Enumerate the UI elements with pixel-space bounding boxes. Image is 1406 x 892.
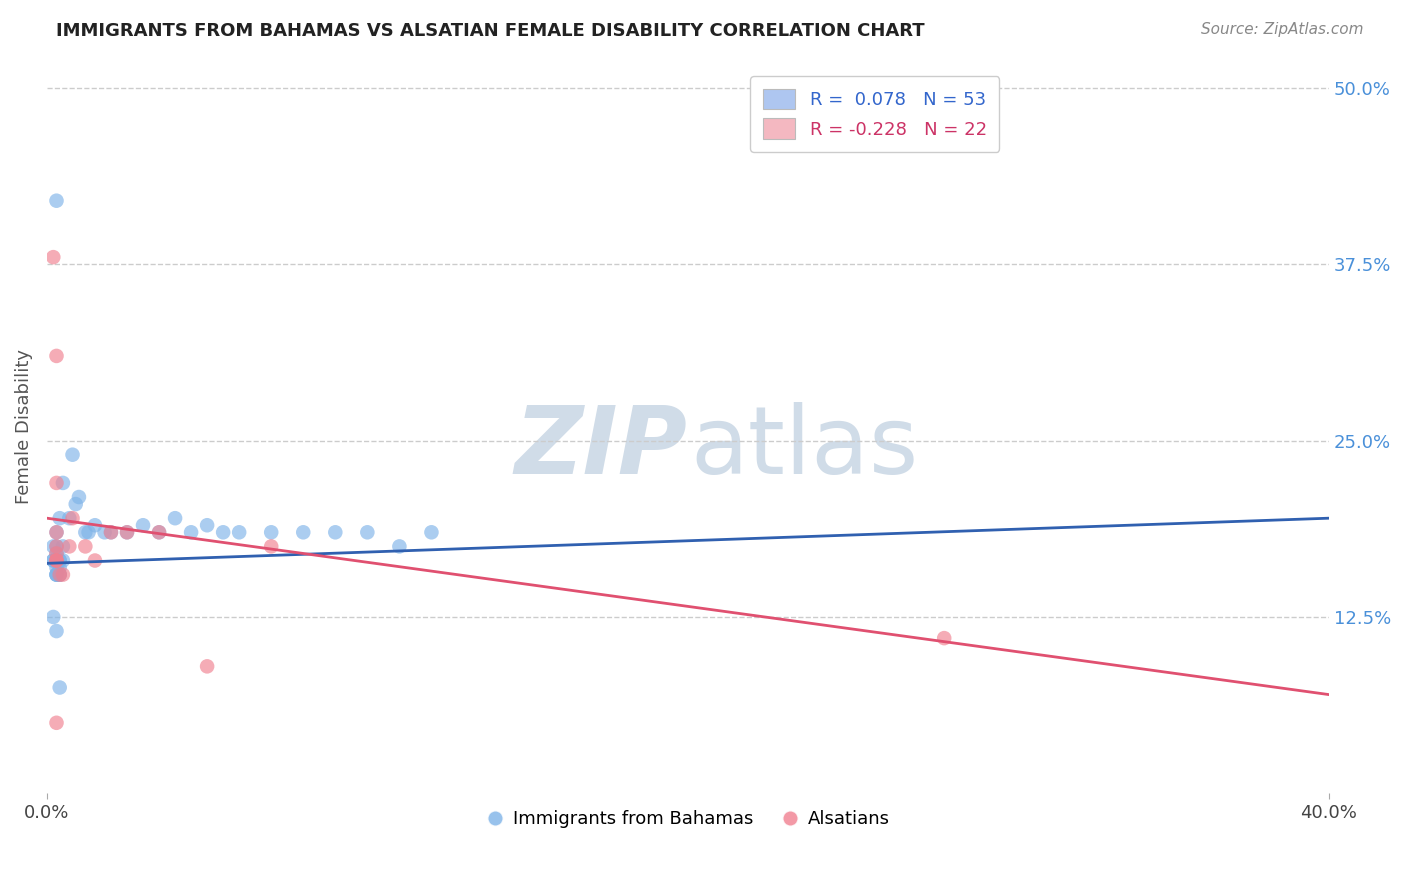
Point <box>52 553 75 567</box>
Point <box>45 553 67 567</box>
Point <box>42 540 65 554</box>
Point <box>45 567 67 582</box>
Point <box>260 540 283 554</box>
Point <box>212 525 235 540</box>
Point <box>52 567 75 582</box>
Point <box>45 540 67 554</box>
Point <box>62 511 84 525</box>
Point <box>115 525 138 540</box>
Legend: Immigrants from Bahamas, Alsatians: Immigrants from Bahamas, Alsatians <box>479 803 897 836</box>
Text: atlas: atlas <box>690 402 918 494</box>
Point <box>45 553 67 567</box>
Point <box>42 610 65 624</box>
Point <box>115 525 138 540</box>
Text: ZIP: ZIP <box>515 402 688 494</box>
Point <box>45 624 67 638</box>
Point <box>48 567 70 582</box>
Point <box>100 525 122 540</box>
Point <box>45 715 67 730</box>
Point <box>45 560 67 574</box>
Point <box>75 540 97 554</box>
Point <box>45 553 67 567</box>
Point <box>228 525 250 540</box>
Point <box>48 681 70 695</box>
Point <box>45 525 67 540</box>
Point <box>77 525 100 540</box>
Point <box>45 553 67 567</box>
Point <box>58 511 80 525</box>
Point <box>100 525 122 540</box>
Point <box>48 553 70 567</box>
Point <box>42 250 65 264</box>
Point <box>48 511 70 525</box>
Point <box>45 567 67 582</box>
Point <box>420 525 443 540</box>
Point <box>180 525 202 540</box>
Point <box>165 511 187 525</box>
Point <box>48 560 70 574</box>
Text: IMMIGRANTS FROM BAHAMAS VS ALSATIAN FEMALE DISABILITY CORRELATION CHART: IMMIGRANTS FROM BAHAMAS VS ALSATIAN FEMA… <box>56 22 925 40</box>
Point <box>45 540 67 554</box>
Text: Source: ZipAtlas.com: Source: ZipAtlas.com <box>1201 22 1364 37</box>
Point <box>84 518 107 533</box>
Point <box>45 553 67 567</box>
Point <box>45 475 67 490</box>
Point <box>45 553 67 567</box>
Point <box>65 497 87 511</box>
Point <box>260 525 283 540</box>
Point <box>195 518 218 533</box>
Point <box>388 540 411 554</box>
Point <box>42 553 65 567</box>
Point <box>52 540 75 554</box>
Point <box>45 553 67 567</box>
Point <box>48 567 70 582</box>
Point <box>45 525 67 540</box>
Point <box>45 553 67 567</box>
Point <box>48 553 70 567</box>
Point <box>45 194 67 208</box>
Point <box>148 525 170 540</box>
Point <box>67 490 90 504</box>
Point <box>45 546 67 560</box>
Point <box>93 525 115 540</box>
Point <box>84 553 107 567</box>
Point <box>42 553 65 567</box>
Point <box>52 475 75 490</box>
Point <box>356 525 378 540</box>
Point <box>62 448 84 462</box>
Point <box>45 546 67 560</box>
Point <box>148 525 170 540</box>
Point <box>934 631 956 645</box>
Point <box>45 349 67 363</box>
Point <box>132 518 155 533</box>
Y-axis label: Female Disability: Female Disability <box>15 349 32 504</box>
Point <box>48 567 70 582</box>
Point <box>45 567 67 582</box>
Point <box>58 540 80 554</box>
Point <box>292 525 315 540</box>
Point <box>45 553 67 567</box>
Point <box>75 525 97 540</box>
Point <box>195 659 218 673</box>
Point <box>45 553 67 567</box>
Point <box>323 525 346 540</box>
